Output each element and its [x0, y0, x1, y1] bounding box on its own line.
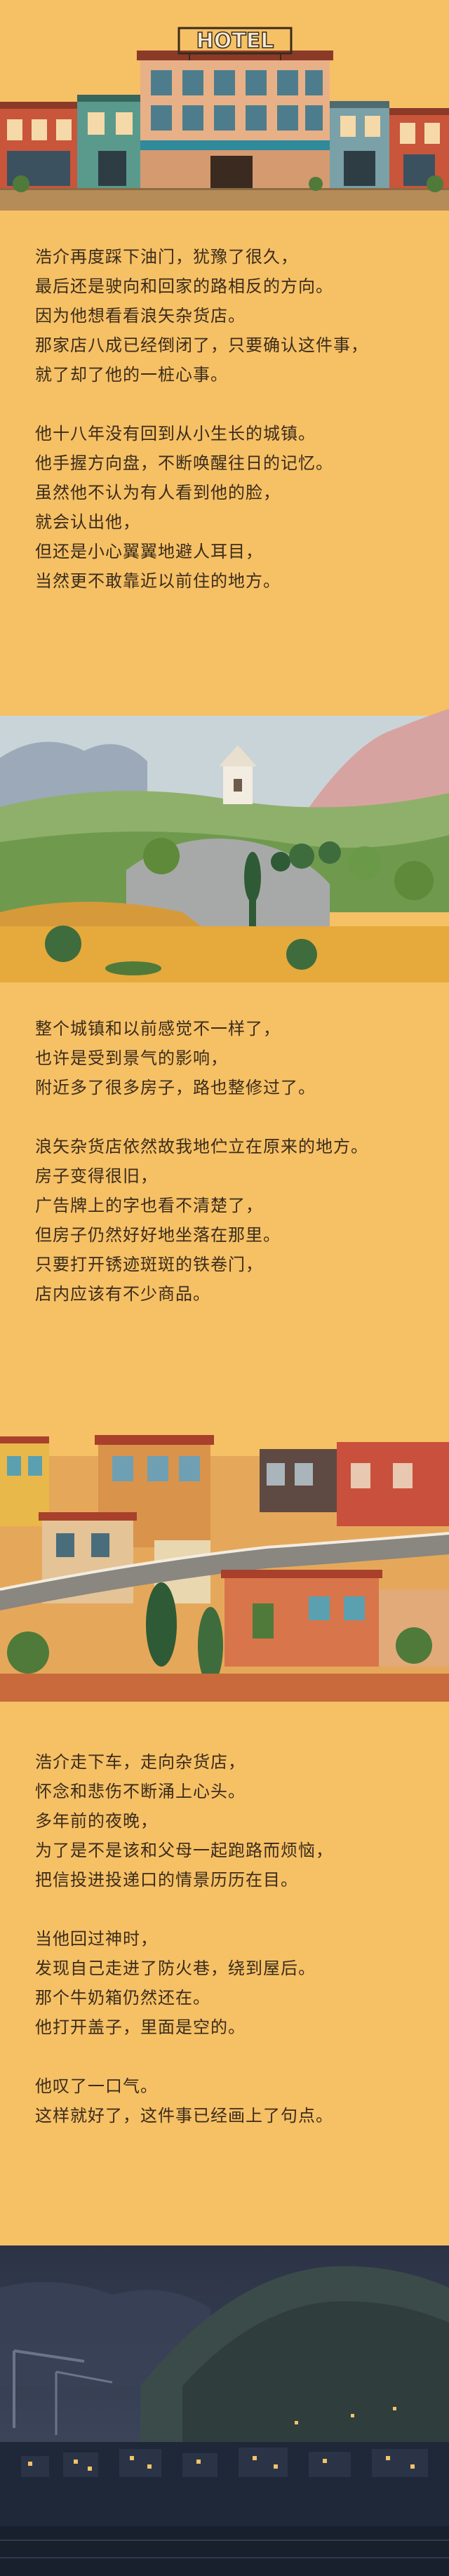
story-line: 浪矢杂货店依然故我地伫立在原来的地方。	[35, 1137, 368, 1156]
story-line: 房子变得很旧，	[35, 1166, 158, 1186]
story-section-2: 整个城镇和以前感觉不一样了， 也许是受到景气的影响， 附近多了很多房子，路也整修…	[35, 1014, 428, 1309]
story-line: 因为他想看看浪矢杂货店。	[35, 306, 246, 326]
story-line: 但房子仍然好好地坐落在那里。	[35, 1225, 281, 1245]
story-line: 店内应该有不少商品。	[35, 1284, 210, 1304]
story-line: 为了是不是该和父母一起跑路而烦恼，	[35, 1841, 333, 1860]
story-section-3: 浩介走下车，走向杂货店， 怀念和悲伤不断涌上心头。 多年前的夜晚， 为了是不是该…	[35, 1747, 428, 2130]
story-line: 把信投进投递口的情景历历在目。	[35, 1870, 298, 1890]
night-harbor-illustration	[0, 2245, 449, 2576]
story-line: 当他回过神时，	[35, 1929, 158, 1949]
story-line: 也许是受到景气的影响，	[35, 1048, 228, 1068]
story-line: 就会认出他，	[35, 512, 140, 532]
story-line: 只要打开锈迹斑斑的铁卷门，	[35, 1255, 263, 1274]
story-line: 他打开盖子，里面是空的。	[35, 2017, 246, 2037]
story-line: 发现自己走进了防火巷，绕到屋后。	[35, 1958, 316, 1978]
hotel-street-illustration: HOTEL	[0, 0, 449, 211]
story-line: 附近多了很多房子，路也整修过了。	[35, 1078, 316, 1097]
village-road-illustration	[0, 1414, 449, 1702]
story-line: 但还是小心翼翼地避人耳目，	[35, 542, 263, 561]
story-line: 那个牛奶箱仍然还在。	[35, 1988, 210, 2008]
story-line: 当然更不敢靠近以前住的地方。	[35, 571, 281, 591]
story-line: 他叹了一口气。	[35, 2076, 158, 2096]
story-section-1: 浩介再度踩下油门，犹豫了很久， 最后还是驶向和回家的路相反的方向。 因为他想看看…	[35, 242, 428, 596]
story-line: 虽然他不认为有人看到他的脸，	[35, 483, 281, 502]
hotel-sign-text: HOTEL	[196, 29, 274, 53]
story-line: 怀念和悲伤不断涌上心头。	[35, 1782, 246, 1801]
story-line: 整个城镇和以前感觉不一样了，	[35, 1019, 281, 1039]
story-line: 多年前的夜晚，	[35, 1811, 158, 1831]
story-line: 就了却了他的一桩心事。	[35, 365, 228, 385]
story-line: 浩介再度踩下油门，犹豫了很久，	[35, 247, 298, 267]
story-line: 这样就好了，这件事已经画上了句点。	[35, 2106, 333, 2125]
story-line: 广告牌上的字也看不清楚了，	[35, 1196, 263, 1215]
story-line: 他十八年没有回到从小生长的城镇。	[35, 424, 316, 443]
story-line: 最后还是驶向和回家的路相反的方向。	[35, 276, 333, 296]
story-line: 他手握方向盘，不断唤醒往日的记忆。	[35, 453, 333, 473]
story-line: 那家店八成已经倒闭了，只要确认这件事，	[35, 335, 368, 355]
story-line: 浩介走下车，走向杂货店，	[35, 1752, 246, 1772]
hillside-chapel-illustration	[0, 702, 449, 982]
